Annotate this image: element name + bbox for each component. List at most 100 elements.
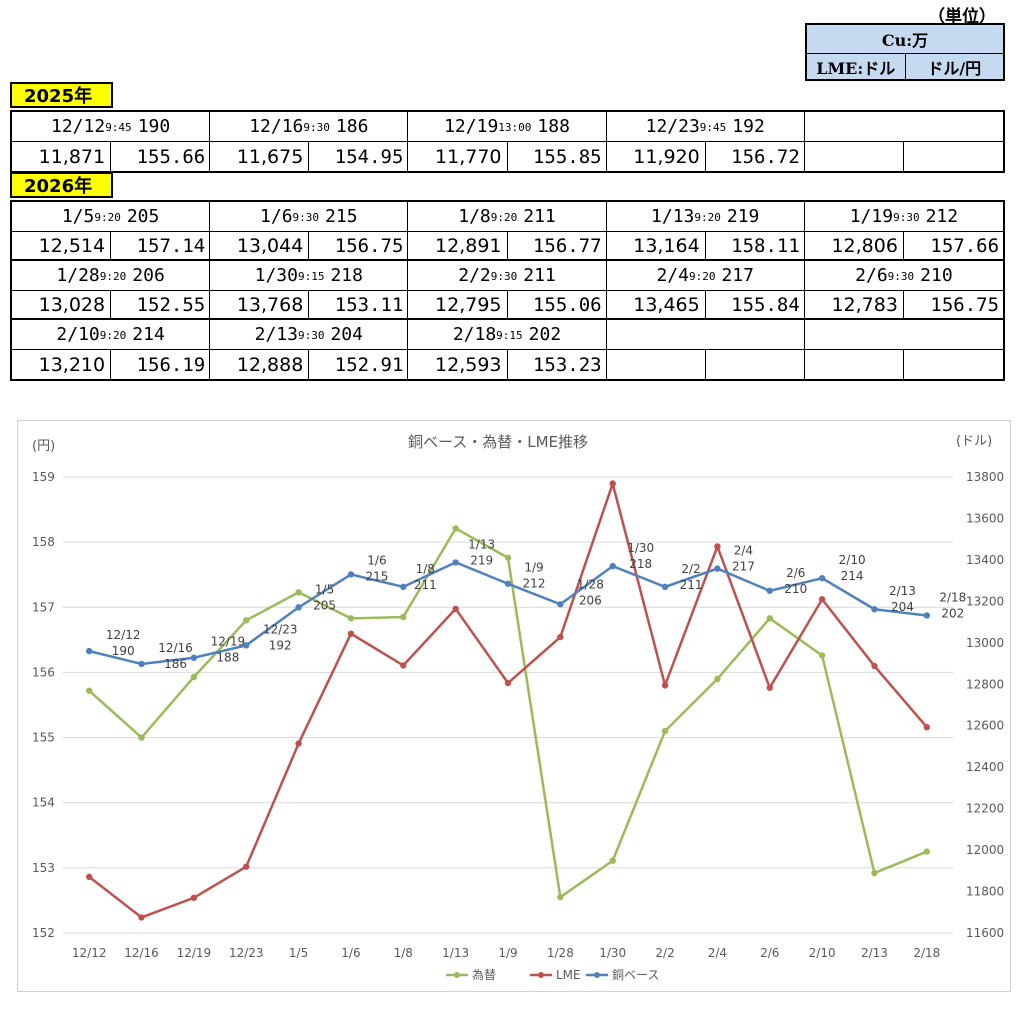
unit-box: Cu:万 LME:ドル ドル/円 [805,23,1005,81]
data-point [400,662,407,669]
cu-price: 218 [330,265,363,286]
point-label-date: 1/5 [315,582,334,596]
fx-rate: 156.72 [706,142,805,171]
date-cell: 12/19 13:00 188 [408,112,607,141]
y-right-tick-label: 11600 [966,926,1004,940]
time-text: 9:30 [297,329,325,342]
data-point [400,613,407,621]
y-left-tick-label: 158 [32,535,55,549]
time-text: 9:20 [694,211,721,224]
data-point [714,675,721,683]
cu-price: 212 [925,206,959,227]
lme-price: 13,028 [12,291,112,318]
x-tick-label: 1/13 [442,946,469,960]
point-label-date: 1/9 [524,561,543,575]
unit-lme: LME:ドル [807,54,906,80]
data-point [400,583,407,591]
data-point [661,727,669,735]
y-right-tick-label: 12400 [966,760,1004,774]
data-point [609,562,616,570]
legend-marker [454,972,460,978]
point-label-date: 12/23 [263,622,298,636]
date-cell: 12/23 9:45 192 [607,112,805,141]
date-cell: 2/10 9:20 214 [12,320,211,349]
data-point [714,543,721,550]
date-cell: 1/30 9:15 218 [210,261,409,290]
cu-price: 204 [330,324,363,345]
data-point [243,617,250,624]
point-label-date: 2/2 [681,562,700,576]
fx-rate: 155.84 [706,291,805,318]
lme-price: 12,888 [210,350,310,379]
data-point [923,723,931,731]
cu-price: 211 [523,206,556,227]
data-point [871,662,878,670]
lme-price: 13,210 [12,350,112,379]
y-left-tick-label: 157 [32,600,55,614]
x-tick-label: 2/18 [913,946,940,960]
date-text: 12/19 [444,116,499,137]
point-label-value: 215 [365,569,388,583]
point-label-date: 1/30 [627,541,654,555]
data-point [85,873,93,881]
point-label-value: 186 [164,657,187,671]
data-point [452,559,459,566]
data-point [138,734,145,741]
time-text: 9:30 [893,211,920,224]
y-left-tick-label: 156 [32,665,55,679]
y-left-tick-label: 152 [32,926,55,940]
point-label-date: 12/16 [158,641,193,655]
date-text: 1/6 [260,206,293,227]
date-cell: 2/4 9:20 217 [607,261,805,290]
date-cell [607,320,805,349]
date-text: 2/18 [452,324,497,345]
data-point [295,604,302,611]
data-point [818,574,826,582]
time-text: 9:15 [496,329,523,342]
y-left-tick-label: 159 [32,470,55,484]
fx-rate [904,350,1003,379]
lme-price: 11,770 [408,142,508,171]
x-tick-label: 12/12 [72,946,107,960]
point-label-date: 2/10 [839,553,866,567]
point-label-value: 212 [523,577,546,591]
point-label-date: 12/19 [211,635,246,649]
point-label-value: 202 [941,606,964,620]
point-label-value: 218 [629,557,652,571]
date-text: 1/19 [849,206,894,227]
date-text: 2/2 [458,265,491,286]
y-right-tick-label: 13200 [966,594,1004,608]
fx-rate: 153.11 [309,291,409,318]
lme-price: 11,920 [607,142,706,171]
time-text: 9:20 [490,211,518,224]
time-text: 9:30 [303,121,330,134]
fx-rate: 156.19 [111,350,211,379]
cu-price: 210 [920,265,953,286]
legend-label: 為替 [472,968,496,982]
data-point [923,848,931,855]
lme-price: 12,795 [408,291,508,318]
data-point [557,633,564,641]
unit-fx: ドル/円 [927,59,982,78]
data-point [557,893,564,901]
data-point [243,863,250,870]
cu-price: 190 [137,116,171,137]
data-point [923,612,931,619]
data-point [661,583,669,591]
date-cell: 2/2 9:30 211 [408,261,607,290]
point-label-value: 188 [216,651,239,665]
point-label-date: 12/12 [106,628,141,642]
data-point [347,571,355,578]
price-trend-chart: 銅ベース・為替・LME推移 (円) (ドル) 152 153 154 155 156 15… [32,433,1004,982]
point-label-date: 1/6 [367,553,386,567]
data-point [452,605,459,613]
point-label-date: 2/13 [889,584,916,598]
data-point [452,525,459,532]
y-right-tick-label: 12600 [966,719,1004,733]
y-right-tick-label: 12000 [966,843,1004,857]
date-text: 2/6 [855,265,888,286]
cu-price: 205 [126,206,160,227]
y-left-tick-label: 155 [32,731,55,745]
data-point [609,857,616,864]
date-text: 1/28 [56,265,100,286]
